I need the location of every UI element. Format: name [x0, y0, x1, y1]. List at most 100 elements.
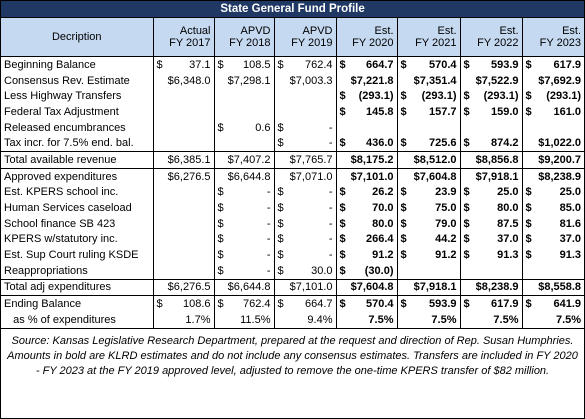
dollar-sign: $: [525, 90, 532, 103]
cell: $30.0: [273, 262, 336, 280]
amount-value: -: [328, 249, 333, 262]
title: State General Fund Profile: [1, 1, 584, 18]
cell: $ -: [273, 200, 336, 216]
amount-value: -: [266, 233, 271, 246]
amount-value: 44.2: [435, 233, 457, 246]
amount-value: (293.1): [358, 90, 394, 103]
table-row: Tax incr. for 7.5% end. bal. $ - $436.0 $725…: [1, 135, 584, 152]
dollar-sign: $: [525, 105, 532, 118]
row-label: Est. Sup Court ruling KSDE: [4, 249, 139, 262]
amount-value: -: [328, 202, 333, 215]
dollar-sign: $: [525, 249, 532, 262]
cell: $ -: [273, 215, 336, 232]
dollar-sign: $: [463, 90, 470, 103]
dollar-sign: $: [463, 217, 470, 230]
cell: $80.0: [335, 215, 397, 232]
amount-value: 30.0: [311, 264, 333, 277]
dollar-sign: $: [277, 233, 284, 246]
cell: 7.5%: [459, 312, 522, 328]
cell: $7,003.3: [273, 72, 336, 89]
dollar-sign: $: [277, 121, 284, 134]
amount: $266.4: [340, 233, 394, 245]
amount-value: 70.0: [372, 202, 394, 215]
cell: $91.3: [459, 247, 522, 263]
cell: $108.5: [213, 56, 274, 73]
cell: $593.9: [459, 56, 522, 73]
cell: $7,604.8: [335, 278, 397, 296]
amount: $25.0: [464, 186, 519, 198]
cell: $7,351.4: [396, 72, 460, 89]
cell: $157.7: [396, 104, 460, 120]
cell: $9,200.7: [521, 151, 584, 169]
amount: $70.0: [340, 202, 394, 214]
amount: $ (30.0): [340, 265, 394, 277]
amount-value: 762.4: [304, 58, 333, 71]
amount: $762.4: [278, 59, 333, 71]
dollar-sign: $: [339, 90, 346, 103]
header-line: FY 2022: [477, 37, 519, 49]
amount-value: -: [328, 137, 333, 150]
amount-value: 25.0: [559, 186, 582, 199]
cell: $570.4: [396, 56, 460, 73]
cell: $617.9: [459, 295, 522, 312]
amount: $91.3: [464, 249, 519, 261]
dollar-sign: $: [525, 202, 532, 215]
amount-value: (293.1): [546, 90, 582, 103]
amount-value: 0.6: [255, 121, 271, 134]
amount-value: -: [266, 264, 271, 277]
header-line: APVD: [302, 25, 333, 37]
header-line: FY 2021: [415, 37, 457, 49]
cell: $ (30.0): [335, 262, 397, 280]
table-row: Total adj expenditures $6,276.5 $6,644.8 $7…: [1, 278, 584, 296]
dollar-sign: $: [217, 121, 224, 134]
amount-value: -: [328, 186, 333, 199]
cell: $762.4: [213, 295, 274, 312]
amount: $145.8: [340, 106, 394, 118]
cell: $91.2: [335, 247, 397, 263]
cell: $762.4: [273, 56, 336, 73]
dollar-sign: $: [339, 233, 346, 246]
column-header: Est. FY 2021: [396, 17, 460, 57]
amount: $37.0: [526, 233, 582, 245]
column-header: Est. FY 2023: [521, 17, 584, 57]
table-row: Ending Balance $108.6 $762.4 $664.7 $570.4 $5…: [1, 295, 584, 312]
header-line: FY 2019: [291, 37, 333, 49]
cell: $37.0: [459, 231, 522, 248]
cell: $ -: [213, 247, 274, 263]
row-label: Tax incr. for 7.5% end. bal.: [4, 137, 134, 150]
dollar-sign: $: [217, 233, 224, 246]
amount: $ -: [218, 202, 271, 214]
amount: $ (293.1): [340, 90, 394, 102]
amount: $ -: [218, 218, 271, 230]
amount-value: 23.9: [435, 186, 457, 199]
dollar-sign: $: [400, 298, 407, 311]
amount-value: 159.0: [490, 105, 519, 118]
cell: [459, 119, 522, 136]
column-header: Actual FY 2017: [152, 17, 214, 57]
amount-value: 81.6: [559, 217, 582, 230]
amount-value: 91.3: [497, 249, 519, 262]
fund-table: State General Fund Profile Decription Act…: [1, 1, 584, 328]
cell: $266.4: [335, 231, 397, 248]
row-label: Less Highway Transfers: [4, 90, 122, 103]
amount-value: 37.1: [189, 58, 211, 71]
amount-value: 617.9: [490, 298, 519, 311]
amount-value: 266.4: [365, 233, 394, 246]
amount: $ -: [278, 218, 333, 230]
amount: $44.2: [401, 233, 457, 245]
cell: [213, 135, 274, 152]
cell: $7,221.8: [335, 72, 397, 89]
table-row: Est. Sup Court ruling KSDE $ - $ - $91.2 $91.2…: [1, 247, 584, 263]
cell: $ -: [273, 184, 336, 201]
amount: $23.9: [401, 186, 457, 198]
cell: $7,918.1: [459, 167, 522, 185]
table-row: Released encumbrances $0.6 $ -: [1, 119, 584, 136]
cell: $874.2: [459, 135, 522, 152]
cell: $ (293.1): [335, 88, 397, 105]
header-line: APVD: [240, 25, 271, 37]
cell: [273, 88, 336, 105]
amount: $30.0: [278, 265, 333, 277]
dollar-sign: $: [277, 186, 284, 199]
cell: $6,644.8: [213, 278, 274, 296]
amount: $161.0: [526, 106, 582, 118]
